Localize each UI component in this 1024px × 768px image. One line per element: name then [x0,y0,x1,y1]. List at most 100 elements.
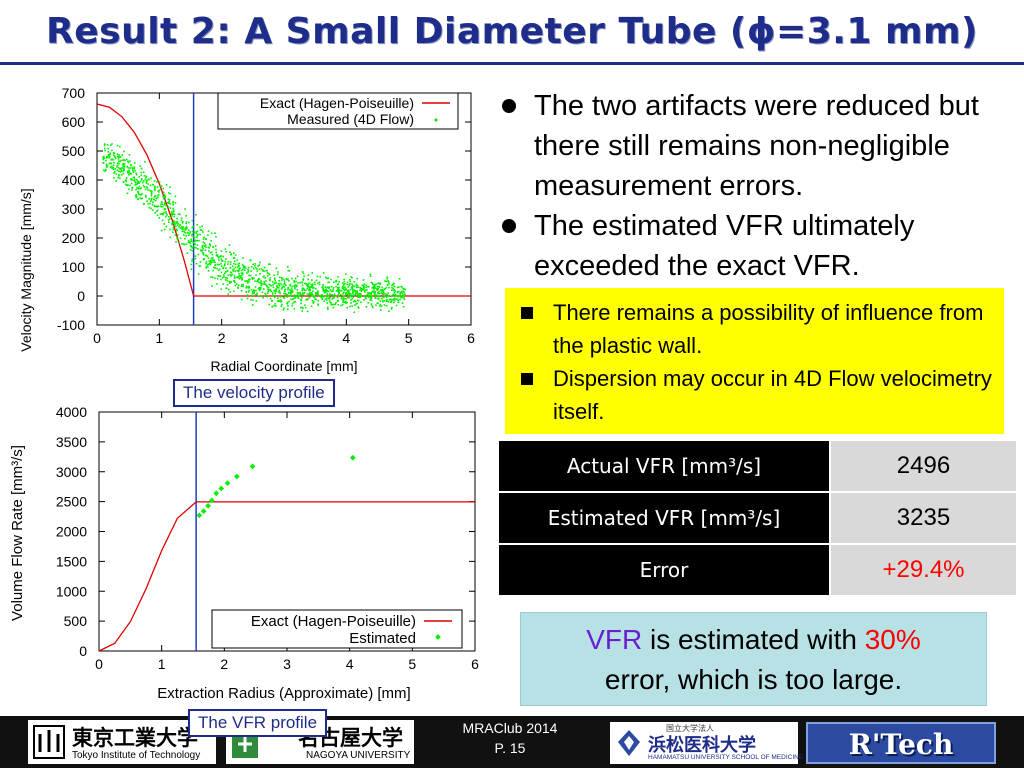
data-point [395,298,398,300]
data-point [158,189,161,191]
data-point [332,303,334,306]
data-point [169,186,171,188]
data-point [253,277,255,280]
data-point [311,293,314,296]
data-point [296,275,299,278]
data-point [112,164,115,167]
data-point [348,293,351,296]
data-point [387,292,390,294]
data-point [270,284,273,287]
data-point [181,242,183,245]
data-point [259,288,262,291]
data-point [326,297,328,299]
data-point [267,289,270,292]
data-point [283,297,286,300]
data-point [199,233,201,236]
data-point [259,261,261,264]
data-point [259,282,262,284]
data-point [345,289,348,291]
data-point [325,295,328,297]
data-point [254,265,256,267]
data-point [342,293,344,295]
data-point [400,295,402,298]
data-point [150,190,153,192]
data-point [340,289,343,292]
data-point [119,177,121,180]
data-point [343,301,346,304]
data-point [113,154,115,157]
series-line [98,501,475,652]
data-point [390,295,392,298]
data-point [382,291,385,294]
data-point [139,193,141,196]
data-point [351,283,353,285]
data-point [384,280,386,282]
data-point [120,167,122,170]
data-point [216,255,219,258]
data-point [344,301,347,303]
data-point [204,238,207,240]
data-point [325,276,327,279]
x-tick-label: 5 [408,656,416,672]
data-point [287,278,289,281]
data-point [260,280,262,282]
data-point [163,203,166,206]
data-point [230,275,232,277]
data-point [124,179,127,181]
data-point [260,283,263,286]
data-point [379,283,381,285]
data-point [369,273,372,276]
data-point [297,297,300,300]
data-point [311,279,313,281]
data-point [403,288,406,291]
data-point [400,296,403,299]
data-point [305,289,307,292]
data-point [286,296,289,298]
data-point [260,268,263,270]
data-point [224,272,226,275]
data-point [325,290,328,292]
data-point [133,167,136,170]
data-point [360,289,362,291]
data-point [280,305,283,307]
data-point [274,292,277,294]
data-point [352,292,354,295]
data-point [163,228,166,231]
data-point [299,291,301,294]
data-point [379,282,382,284]
data-point [284,292,287,295]
data-point [172,210,175,213]
data-point [290,298,292,301]
data-point [373,294,376,296]
data-point [301,294,304,296]
data-point [187,232,189,234]
data-point [257,265,259,267]
data-point [299,281,301,284]
data-point [224,260,227,263]
data-point [333,296,336,299]
data-point [306,293,309,295]
data-point [274,289,277,291]
data-point [353,289,355,291]
data-point [102,162,105,164]
data-point [341,303,344,306]
data-point [163,194,166,196]
rtech-logo: R'Tech [806,722,996,764]
data-point [376,289,379,292]
data-point [351,288,354,290]
data-point [301,292,304,294]
data-point [102,158,105,161]
data-point [110,158,113,161]
data-point [317,299,319,302]
data-point [234,281,236,284]
data-point [404,288,407,291]
data-point [216,277,219,280]
data-point [342,298,344,301]
data-point [103,157,106,159]
data-point [258,287,261,289]
data-point [367,296,370,298]
data-point [275,288,278,290]
data-point [109,153,111,156]
data-point [340,304,342,307]
data-point [117,176,119,179]
